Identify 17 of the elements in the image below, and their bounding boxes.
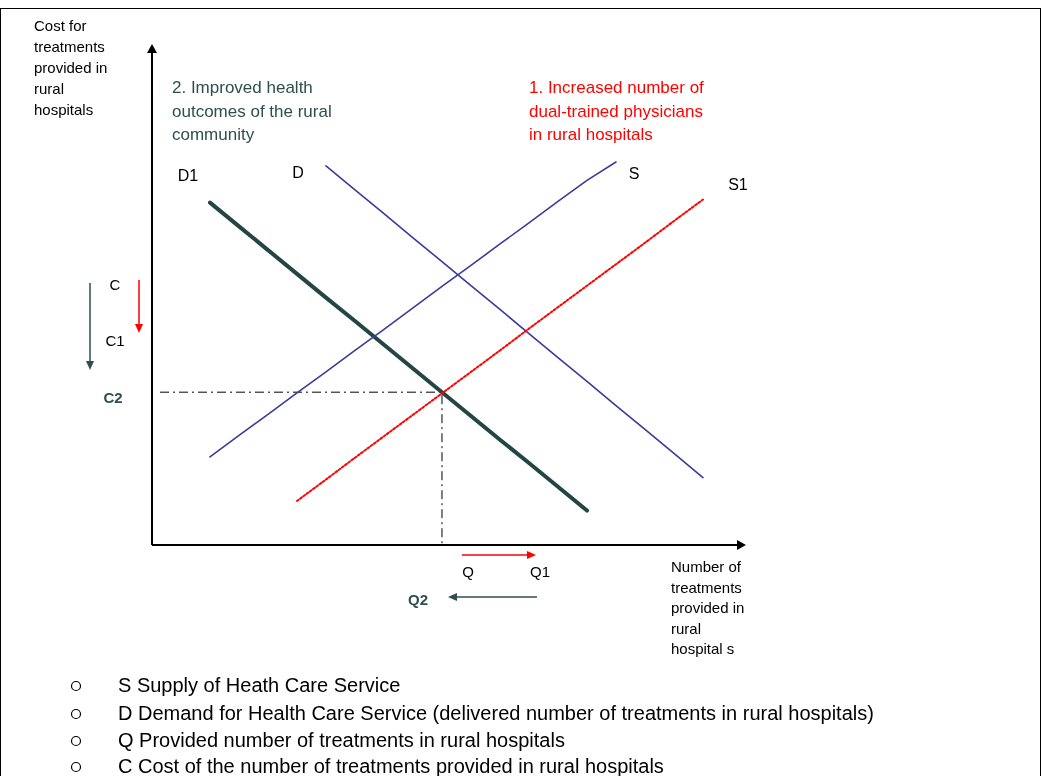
text: C1	[105, 332, 125, 349]
text: Q	[462, 563, 474, 580]
series-label: D	[292, 163, 304, 181]
series-label: S1	[728, 175, 748, 193]
text: Q1	[529, 563, 551, 580]
ref-line-label: C2	[103, 389, 123, 407]
text: S Supply of Heath Care Service	[118, 674, 401, 696]
x-axis-title: Number of treatments provided in rural hospital s	[671, 558, 745, 657]
series-label: D1	[177, 166, 199, 184]
text: Q Provided number of treatments in rural hospitals	[118, 729, 565, 751]
series-label: S	[628, 165, 640, 182]
text: 1. Increased number of dual-trained physicians in rural hospitals	[529, 78, 705, 144]
text: D Demand for Health Care Service (delivered number of treatments in rural hospitals)	[118, 702, 874, 724]
text: 2. Improved health outcomes of the rural community	[172, 78, 332, 144]
text: C	[109, 276, 121, 293]
text: Q2	[407, 591, 429, 608]
y-axis-title: Cost for treatments provided in rural hospitals	[34, 17, 108, 118]
